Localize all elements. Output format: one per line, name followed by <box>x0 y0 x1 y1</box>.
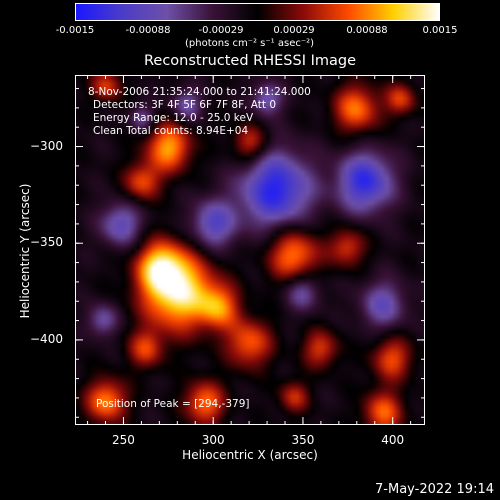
colorbar-tick: -0.00029 <box>198 25 244 36</box>
y-axis-label: Heliocentric Y (arcsec) <box>18 183 32 319</box>
colorbar-tick: 0.00029 <box>273 25 315 36</box>
colorbar-tick: -0.00088 <box>125 25 171 36</box>
colorbar-tick: -0.0015 <box>55 25 95 36</box>
y-tick-label: −300 <box>30 138 63 153</box>
chart-title: Reconstructed RHESSI Image <box>143 53 356 69</box>
x-tick-label: 250 <box>112 433 135 447</box>
info-detectors: Detectors: 3F 4F 5F 6F 7F 8F, Att 0 <box>93 99 277 111</box>
info-peak-position: Position of Peak = [294,-379] <box>96 398 250 410</box>
x-tick-label: 400 <box>381 433 405 447</box>
y-tick-label: −350 <box>30 235 63 250</box>
info-time-range: 8-Nov-2006 21:35:24.000 to 21:41:24.000 <box>88 86 311 98</box>
x-tick-label: 350 <box>291 433 315 447</box>
timestamp-footer: 7-May-2022 19:14 <box>375 482 494 497</box>
y-tick-label: −400 <box>30 331 63 346</box>
x-axis-label: Heliocentric X (arcsec) <box>182 448 318 462</box>
colorbar-unit: (photons cm⁻² s⁻¹ asec⁻²) <box>185 38 315 49</box>
info-energy-range: Energy Range: 12.0 - 25.0 keV <box>93 112 254 124</box>
colorbar-gradient <box>76 4 439 20</box>
colorbar-tick: 0.00088 <box>346 25 388 36</box>
colorbar-tick: 0.0015 <box>422 25 458 36</box>
heatmap-image <box>76 76 424 424</box>
plot-area: 8-Nov-2006 21:35:24.000 to 21:41:24.000 … <box>75 75 425 425</box>
x-tick-label: 300 <box>201 433 225 447</box>
colorbar <box>75 3 440 21</box>
info-clean-counts: Clean Total counts: 8.94E+04 <box>93 125 249 137</box>
